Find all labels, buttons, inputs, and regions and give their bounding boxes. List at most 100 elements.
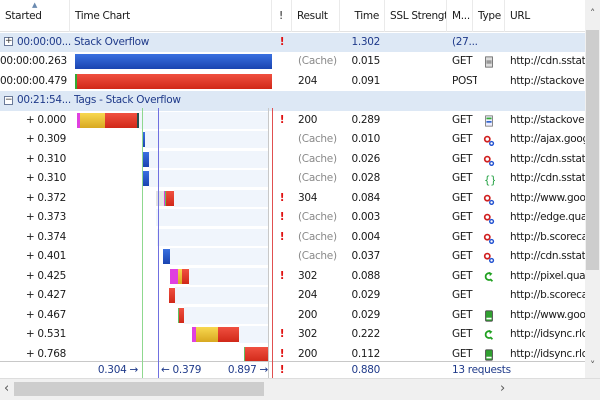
result-cell: 304 [298, 191, 318, 204]
redirect-icon [473, 325, 505, 345]
scroll-right-button[interactable]: › [500, 381, 505, 396]
warning-icon: ! [279, 347, 285, 360]
url-cell: http://stackoverflo [510, 113, 585, 126]
group-start-time: 00:21:54... [17, 94, 71, 106]
domcontent-marker-line [141, 108, 143, 378]
timing-segment-connect [178, 307, 180, 323]
warning-icon: ! [279, 191, 285, 204]
request-row[interactable]: + 0.425! 302 0.088 GET http://pixel.quants [0, 267, 585, 287]
collapse-icon[interactable]: − [4, 94, 13, 105]
html-icon [473, 111, 505, 131]
horizontal-scroll-thumb[interactable] [14, 382, 264, 396]
warning-icon: ! [279, 113, 285, 126]
col-time-chart[interactable]: Time Chart [70, 0, 272, 32]
started-cell: + 0.310 [25, 172, 66, 184]
time-cell: 0.222 [351, 328, 380, 340]
time-cell: 0.026 [351, 152, 380, 165]
group-started: +00:00:00... [0, 33, 72, 53]
request-row[interactable]: + 0.372! 304 0.084 GET http://www.google [0, 189, 585, 209]
time-cell: 0.029 [351, 308, 380, 321]
group-row[interactable]: +00:00:00... Stack Overflow! 1.302 (27... [0, 32, 585, 53]
col-flag[interactable]: ! [272, 0, 292, 32]
script-icon [473, 208, 505, 228]
col-type[interactable]: Type [473, 0, 505, 32]
col-time[interactable]: Time [340, 0, 385, 32]
method-cell: GET [452, 113, 473, 126]
result-cell: (Cache) [298, 172, 337, 184]
result-cell: 200 [298, 308, 318, 321]
result-cell: 302 [298, 269, 318, 282]
request-row[interactable]: + 0.531! 302 0.222 GET http://idsync.rlcdn. [0, 325, 585, 345]
request-row[interactable]: + 0.401 (Cache) 0.037 GET http://cdn.sstatic… [0, 247, 585, 267]
end-marker-line [268, 108, 269, 378]
result-cell: 204 [298, 74, 318, 87]
group-title: Tags - Stack Overflow [74, 94, 181, 106]
timeline-track [184, 306, 268, 324]
image-icon [473, 306, 505, 326]
timing-segment-receive [104, 112, 137, 128]
group-start-time: 00:00:00... [17, 35, 71, 48]
method-cell: GET [452, 269, 473, 282]
result-cell: (Cache) [298, 133, 337, 145]
request-row[interactable]: 00:00:00.263 (Cache) 0.015 GET http://cdn.ss… [0, 52, 585, 72]
started-cell: + 0.373 [25, 211, 66, 223]
started-cell: 00:00:00.263 [0, 55, 67, 67]
method-cell: GET [452, 289, 473, 301]
group-method: (27... [452, 35, 478, 48]
url-cell: http://www.google [510, 191, 585, 204]
col-result[interactable]: Result [292, 0, 340, 32]
request-row[interactable]: + 0.467 200 0.029 GET http://www.google [0, 306, 585, 326]
group-row[interactable]: −00:21:54... Tags - Stack Overflow [0, 91, 585, 111]
scroll-up-button[interactable]: ˄ [590, 8, 595, 20]
expand-icon[interactable]: + [4, 36, 13, 46]
vertical-scrollbar[interactable]: ˄ ˅ [585, 0, 600, 378]
request-row[interactable]: + 0.310 (Cache) 0.028 GET {} http://cdn.sstat… [0, 169, 585, 189]
request-count: 13 requests [452, 364, 511, 376]
document-icon [473, 52, 505, 72]
group-started: −00:21:54... [0, 91, 72, 111]
request-row[interactable]: 00:00:00.479 204 0.091 POST http://stackover… [0, 72, 585, 92]
col-url[interactable]: URL [510, 10, 530, 22]
timing-bar [75, 73, 272, 89]
col-method[interactable]: M... [447, 0, 473, 32]
started-cell: + 0.374 [25, 230, 66, 243]
method-cell: GET [452, 211, 473, 223]
time-cell: 0.004 [351, 230, 380, 243]
scroll-left-button[interactable]: ‹ [4, 381, 9, 396]
request-row[interactable]: + 0.309 (Cache) 0.010 GET http://ajax.google… [0, 130, 585, 150]
script-icon [473, 150, 505, 170]
col-ssl[interactable]: SSL Strength [385, 0, 447, 32]
method-cell: GET [452, 347, 473, 360]
url-cell: http://cdn.sstatic.n [510, 250, 585, 262]
timing-segment-wait [196, 327, 218, 342]
result-cell: (Cache) [298, 211, 337, 223]
timeline-track [239, 326, 268, 343]
request-row[interactable]: + 0.768! 200 0.112 GET http://idsync.rlcdn. [0, 345, 585, 365]
time-cell: 0.037 [351, 250, 380, 262]
col-started-label: Started [5, 10, 42, 22]
request-row[interactable]: + 0.427 204 0.029 GET http://b.scorecardr [0, 286, 585, 306]
horizontal-scrollbar[interactable]: ‹ › [0, 378, 600, 400]
request-row[interactable]: + 0.373! (Cache) 0.003 GET http://edge.quant… [0, 208, 585, 228]
time-cell: 0.015 [351, 55, 380, 67]
started-cell: + 0.768 [25, 347, 66, 360]
vertical-scroll-thumb[interactable] [586, 30, 599, 270]
script-icon [473, 130, 505, 150]
request-row[interactable]: + 0.310 (Cache) 0.026 GET http://cdn.sstatic… [0, 150, 585, 170]
result-cell: 204 [298, 289, 318, 301]
domcontent-time: 0.304 → [97, 364, 138, 376]
warning-icon: ! [279, 35, 285, 48]
timing-segment-wait [79, 112, 105, 128]
result-cell: (Cache) [298, 230, 337, 243]
timing-segment-receive [182, 268, 189, 284]
col-started[interactable]: ▲ Started [0, 0, 70, 32]
request-row[interactable]: + 0.000! 200 0.289 GET http://stackoverflo [0, 111, 585, 131]
request-row[interactable]: + 0.374! (Cache) 0.004 GET http://b.scorecar… [0, 228, 585, 248]
scroll-down-button[interactable]: ˅ [590, 360, 595, 372]
warning-icon: ! [279, 211, 285, 223]
timing-segment-dns [163, 190, 165, 206]
timeline-track [170, 248, 268, 265]
method-cell: GET [452, 172, 473, 184]
end-marker-line [272, 108, 273, 378]
result-cell: 200 [298, 347, 318, 360]
